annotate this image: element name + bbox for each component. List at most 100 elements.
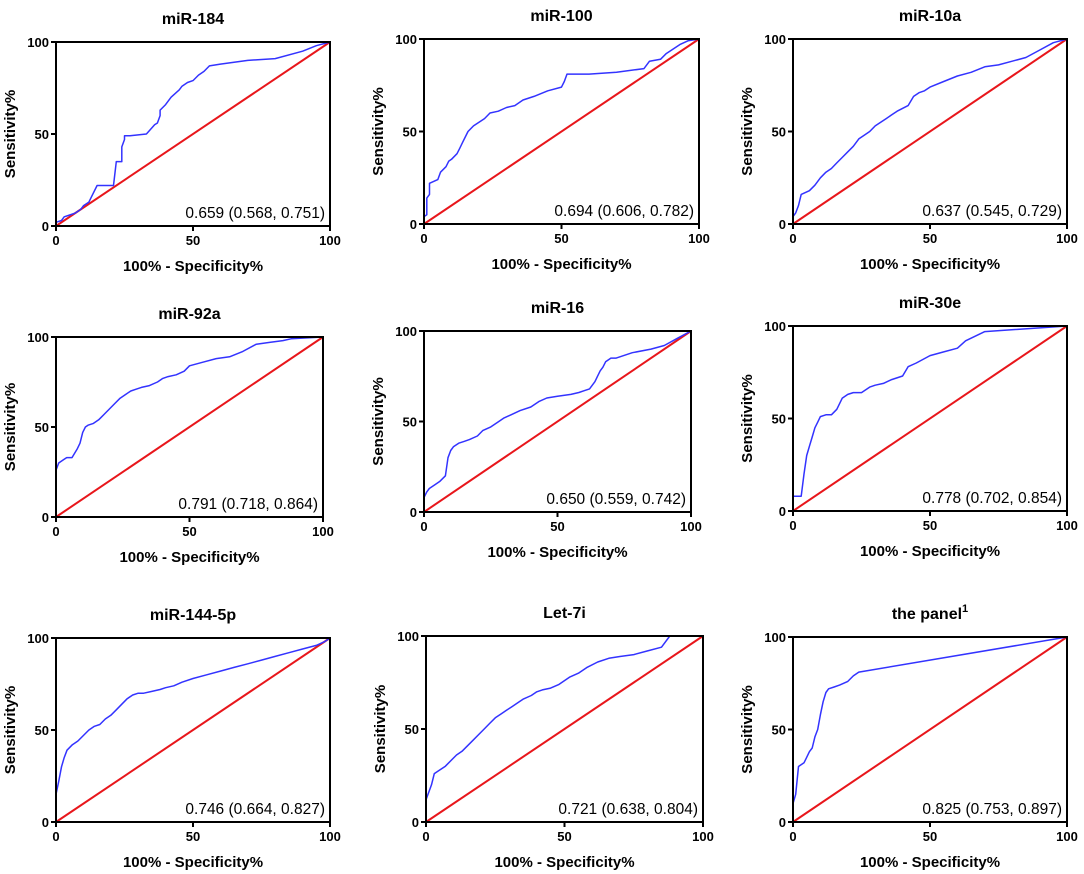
chart-4: miR-16 0 50 100 0 50 100 100% - Specificity% Sen… [370, 300, 702, 561]
chart-7: Let-7i 0 50 100 0 50 100 100% - Specificity% Sen… [372, 605, 714, 871]
chart-4-y-tick-label-2: 100 [395, 324, 417, 339]
chart-2-x-tick-label-2: 100 [1056, 231, 1078, 246]
chart-6-x-axis-label: 100% - Specificity% [123, 854, 263, 871]
chart-0-reference-line [55, 41, 331, 227]
chart-3-reference-line [55, 336, 324, 518]
chart-2-title-text: miR-10a [899, 8, 961, 25]
chart-8-y-tick-label-2: 100 [764, 630, 786, 645]
chart-1: miR-100 0 50 100 0 50 100 100% - Specificity% Se… [370, 8, 710, 273]
chart-0-title-text: miR-184 [162, 11, 224, 28]
chart-1-y-tick-label-0: 0 [410, 217, 417, 232]
chart-0-y-tick-label-0: 0 [42, 219, 49, 234]
chart-1-x-tick-label-1: 50 [554, 231, 568, 246]
chart-4-y-tick-label-0: 0 [410, 505, 417, 520]
chart-6-title-text: miR-144-5p [150, 607, 236, 624]
chart-7-x-tick-label-2: 100 [692, 829, 714, 844]
chart-3-x-tick-label-2: 100 [312, 524, 334, 539]
chart-1-y-axis-label: Sensitivity% [370, 87, 387, 175]
chart-4-x-axis-label: 100% - Specificity% [487, 544, 627, 561]
chart-5-reference-line [792, 325, 1068, 512]
chart-1-roc-curve [423, 38, 700, 224]
chart-5-y-axis-label: Sensitivity% [739, 374, 756, 462]
chart-5-x-tick-label-1: 50 [923, 518, 937, 533]
chart-7-x-tick-label-0: 0 [422, 829, 429, 844]
chart-5-x-tick-label-0: 0 [789, 518, 796, 533]
chart-2-reference-line [792, 38, 1068, 225]
chart-6-x-tick-label-2: 100 [319, 829, 341, 844]
chart-5-title-text: miR-30e [899, 295, 961, 312]
chart-7-y-tick-label-1: 50 [405, 722, 419, 737]
chart-3: miR-92a 0 50 100 0 50 100 100% - Specificity% Se… [2, 306, 334, 566]
chart-1-y-tick-label-1: 50 [403, 125, 417, 140]
chart-0-title: miR-184 [162, 11, 224, 28]
chart-6-x-tick-label-0: 0 [52, 829, 59, 844]
chart-1-y-tick-label-2: 100 [395, 32, 417, 47]
chart-8-y-tick-label-1: 50 [772, 723, 786, 738]
chart-7-y-tick-label-0: 0 [412, 815, 419, 830]
chart-2-y-tick-label-2: 100 [764, 32, 786, 47]
chart-5-title: miR-30e [899, 295, 961, 312]
chart-1-x-axis-label: 100% - Specificity% [491, 256, 631, 273]
chart-0-y-tick-label-1: 50 [35, 127, 49, 142]
chart-6-reference-line [55, 637, 331, 823]
chart-5-x-tick-label-2: 100 [1056, 518, 1078, 533]
chart-8-reference-line [792, 636, 1068, 823]
chart-8-y-tick-label-0: 0 [779, 815, 786, 830]
chart-5-x-axis-label: 100% - Specificity% [860, 543, 1000, 560]
chart-2-x-axis-label: 100% - Specificity% [860, 256, 1000, 273]
chart-7-y-tick-label-2: 100 [397, 629, 419, 644]
chart-5: miR-30e 0 50 100 0 50 100 100% - Specificity% Se… [739, 295, 1078, 560]
chart-0: miR-184 0 50 100 0 50 100 100% - Specificity% Se… [2, 11, 341, 275]
chart-8-auc-label: 0.825 (0.753, 0.897) [922, 801, 1062, 818]
chart-5-roc-curve [792, 325, 1068, 511]
chart-6-y-tick-label-2: 100 [27, 631, 49, 646]
chart-2-x-tick-label-1: 50 [923, 231, 937, 246]
chart-3-title: miR-92a [158, 306, 220, 323]
chart-7-x-axis-label: 100% - Specificity% [494, 854, 634, 871]
chart-2-title: miR-10a [899, 8, 961, 25]
chart-0-x-tick-label-0: 0 [52, 233, 59, 248]
chart-8-x-tick-label-1: 50 [923, 829, 937, 844]
chart-6-roc-curve [55, 637, 331, 822]
chart-8-title: the panel1 [892, 603, 968, 623]
chart-4-title: miR-16 [531, 300, 584, 317]
chart-2-y-axis-label: Sensitivity% [739, 87, 756, 175]
chart-6-title: miR-144-5p [150, 607, 236, 624]
chart-0-x-tick-label-2: 100 [319, 233, 341, 248]
chart-4-y-axis-label: Sensitivity% [370, 377, 387, 465]
chart-7-title-text: Let-7i [543, 605, 586, 622]
chart-1-title-text: miR-100 [530, 8, 592, 25]
chart-3-auc-label: 0.791 (0.718, 0.864) [178, 496, 318, 513]
chart-5-y-tick-label-1: 50 [772, 412, 786, 427]
chart-4-auc-label: 0.650 (0.559, 0.742) [546, 491, 686, 508]
chart-8: the panel1 0 50 100 0 50 100 100% - Specificity… [739, 603, 1078, 871]
chart-3-roc-curve [55, 336, 324, 517]
chart-1-x-tick-label-2: 100 [688, 231, 710, 246]
chart-0-y-tick-label-2: 100 [27, 35, 49, 50]
chart-1-x-tick-label-0: 0 [420, 231, 427, 246]
chart-4-roc-curve [423, 330, 692, 512]
chart-4-x-tick-label-1: 50 [550, 519, 564, 534]
chart-7-y-axis-label: Sensitivity% [372, 685, 389, 773]
chart-3-title-text: miR-92a [158, 306, 220, 323]
chart-4-x-tick-label-2: 100 [680, 519, 702, 534]
chart-7-x-tick-label-1: 50 [557, 829, 571, 844]
chart-2: miR-10a 0 50 100 0 50 100 100% - Specificity% Se… [739, 8, 1078, 273]
chart-0-roc-curve [55, 41, 331, 226]
chart-4-title-text: miR-16 [531, 300, 584, 317]
chart-3-x-tick-label-1: 50 [182, 524, 196, 539]
chart-1-auc-label: 0.694 (0.606, 0.782) [554, 203, 694, 220]
chart-3-y-axis-label: Sensitivity% [2, 383, 19, 471]
chart-5-y-tick-label-0: 0 [779, 504, 786, 519]
chart-1-reference-line [423, 38, 700, 225]
chart-6-y-axis-label: Sensitivity% [2, 686, 19, 774]
chart-6-x-tick-label-1: 50 [186, 829, 200, 844]
chart-6-y-tick-label-0: 0 [42, 815, 49, 830]
chart-6-auc-label: 0.746 (0.664, 0.827) [185, 801, 325, 818]
chart-8-x-axis-label: 100% - Specificity% [860, 854, 1000, 871]
chart-8-title-text: the panel [892, 606, 962, 623]
chart-2-auc-label: 0.637 (0.545, 0.729) [922, 203, 1062, 220]
chart-7-reference-line [425, 635, 704, 823]
chart-2-y-tick-label-1: 50 [772, 125, 786, 140]
